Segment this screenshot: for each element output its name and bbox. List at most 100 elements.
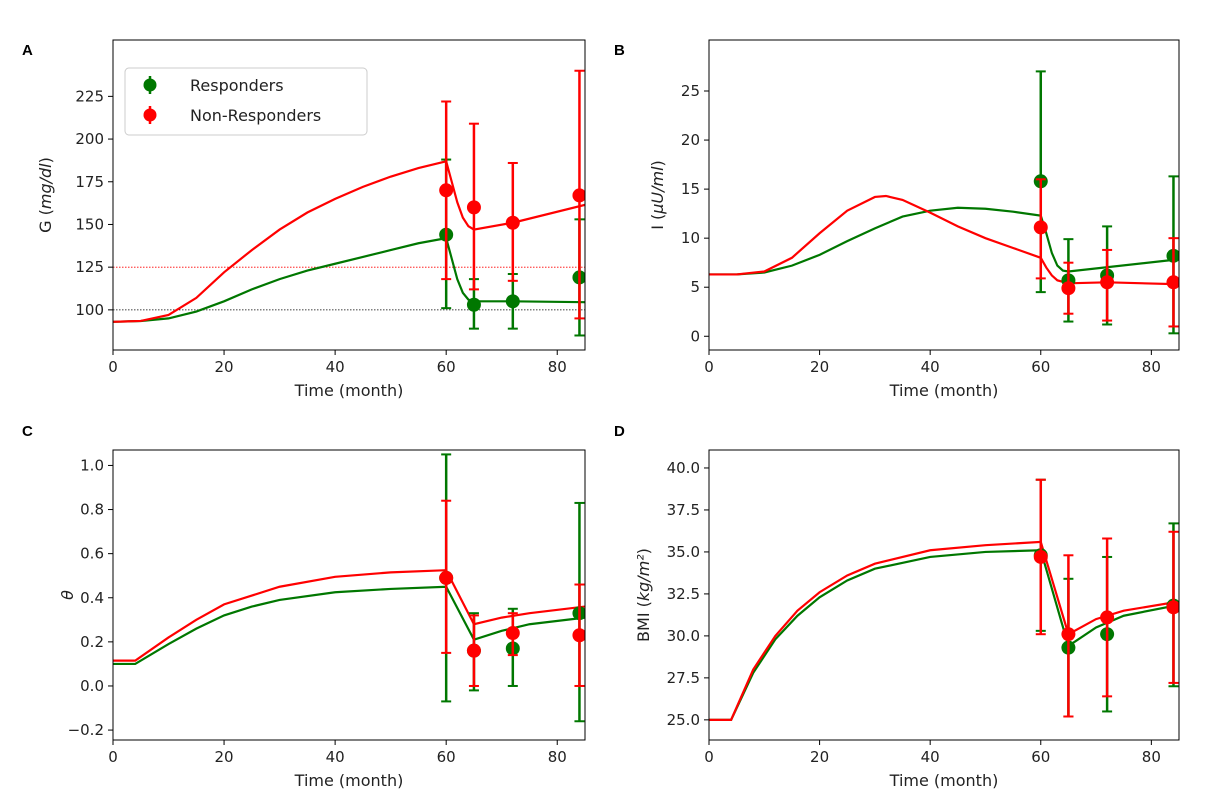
panel-label-b: B: [614, 42, 625, 59]
x-tick-label: 20: [810, 748, 829, 766]
y-tick-label: 25.0: [667, 711, 700, 729]
y-tick-label: 30.0: [667, 627, 700, 645]
x-tick-label: 0: [108, 358, 118, 376]
curve-responders: [709, 206, 1179, 276]
y-label-unit: kg/m²: [634, 554, 653, 601]
curve-non-responders: [709, 540, 1179, 721]
x-tick-label: 60: [437, 358, 456, 376]
x-tick-label: 60: [1031, 358, 1050, 376]
data-point-non-responders: [466, 200, 481, 215]
panel-a: 0 20 40 60 80 100 125 150 175 200 225 Time (month) G…: [36, 39, 586, 400]
y-tick-label: 175: [75, 173, 104, 191]
y-tick-label: 225: [75, 87, 104, 105]
y-tick-label: 125: [75, 258, 104, 276]
y-tick-label: 40.0: [667, 459, 700, 477]
data-point-non-responders: [1166, 600, 1179, 615]
legend-frame: [124, 67, 368, 136]
curve-responders: [113, 585, 585, 666]
x-tick-label: 40: [921, 748, 940, 766]
x-tick-label: 60: [1031, 748, 1050, 766]
data-point-responders: [505, 294, 520, 309]
panel-d: 0 20 40 60 80 25.0 27.5 30.0 32.5 35.0 37.5 40.0 Tim…: [634, 449, 1180, 790]
axes-frame: [708, 39, 1180, 351]
y-tick-label: 0.0: [80, 677, 104, 695]
data-point-responders: [466, 297, 481, 312]
x-tick-label: 60: [437, 748, 456, 766]
y-tick-label: 1.0: [80, 456, 104, 474]
axes-frame: [708, 449, 1180, 741]
data-point-non-responders: [1033, 220, 1048, 235]
curve-non-responders: [113, 159, 585, 323]
x-axis-label: Time (month): [294, 381, 404, 400]
y-tick-label: 37.5: [667, 501, 700, 519]
y-tick-label: 5: [690, 278, 700, 296]
data-point-non-responders: [572, 188, 585, 203]
panel-label-d: D: [614, 423, 625, 440]
axes-frame: [112, 449, 586, 741]
panel-c: 0 20 40 60 80 −0.2 0.0 0.2 0.4 0.6 0.8 1.0 Time (mon…: [58, 449, 586, 790]
legend-entry: Non-Responders: [190, 106, 321, 125]
curve-non-responders: [709, 194, 1179, 286]
x-tick-label: 80: [548, 748, 567, 766]
y-tick-label: −0.2: [68, 721, 104, 739]
x-axis-label: Time (month): [889, 381, 999, 400]
x-tick-label: 80: [548, 358, 567, 376]
y-label-suffix: ): [648, 160, 667, 166]
panel-label-c: C: [22, 423, 33, 440]
data-point-non-responders: [1061, 281, 1076, 296]
y-axis-label: I (μU/ml): [648, 160, 667, 230]
x-axis-label: Time (month): [294, 771, 404, 790]
axes-frame: [112, 39, 586, 351]
x-tick-label: 20: [215, 358, 234, 376]
y-tick-label: 150: [75, 215, 104, 233]
y-label-suffix: ): [634, 548, 653, 554]
y-tick-label: 0.8: [80, 501, 104, 519]
x-tick-label: 20: [215, 748, 234, 766]
data-point-non-responders: [505, 626, 520, 641]
y-tick-label: 27.5: [667, 669, 700, 687]
x-tick-label: 80: [1142, 748, 1161, 766]
data-point-non-responders: [1166, 275, 1179, 290]
x-tick-label: 40: [326, 358, 345, 376]
y-tick-label: 10: [681, 229, 700, 247]
plot-area: [113, 69, 585, 337]
y-axis-label: G (mg/dl): [36, 157, 55, 233]
y-tick-label: 0.6: [80, 545, 104, 563]
x-tick-label: 80: [1142, 358, 1161, 376]
y-tick-label: 200: [75, 130, 104, 148]
y-tick-label: 0.2: [80, 633, 104, 651]
y-tick-label: 15: [681, 180, 700, 198]
plot-area: [113, 453, 585, 723]
x-tick-label: 20: [810, 358, 829, 376]
y-label-unit: mg/dl: [36, 163, 55, 209]
curve-responders: [113, 236, 585, 323]
data-point-non-responders: [439, 570, 454, 585]
curve-responders: [709, 549, 1179, 721]
y-label-prefix: BMI (: [634, 601, 653, 642]
x-axis-label: Time (month): [889, 771, 999, 790]
panel-b: 0 20 40 60 80 0 5 10 15 20 25 Time (month) I (μU/ml): [648, 39, 1180, 400]
y-tick-label: 32.5: [667, 585, 700, 603]
x-tick-label: 0: [704, 358, 714, 376]
y-axis-label: θ: [58, 590, 77, 600]
x-tick-label: 40: [326, 748, 345, 766]
y-tick-label: 100: [75, 301, 104, 319]
data-point-non-responders: [1033, 549, 1048, 564]
y-label-prefix: G (: [36, 209, 55, 233]
data-point-non-responders: [572, 628, 585, 643]
y-label-unit: θ: [58, 590, 77, 600]
data-point-non-responders: [1100, 275, 1115, 290]
y-tick-label: 0.4: [80, 589, 104, 607]
y-tick-label: 25: [681, 82, 700, 100]
panel-label-a: A: [22, 42, 33, 59]
plot-area: [709, 70, 1179, 335]
y-tick-label: 0: [690, 327, 700, 345]
y-label-suffix: ): [36, 157, 55, 163]
legend: Responders Non-Responders: [124, 67, 368, 136]
x-tick-label: 40: [921, 358, 940, 376]
y-tick-label: 35.0: [667, 543, 700, 561]
data-point-non-responders: [1061, 627, 1076, 642]
legend-marker: [143, 108, 157, 122]
curve-non-responders: [113, 569, 585, 662]
